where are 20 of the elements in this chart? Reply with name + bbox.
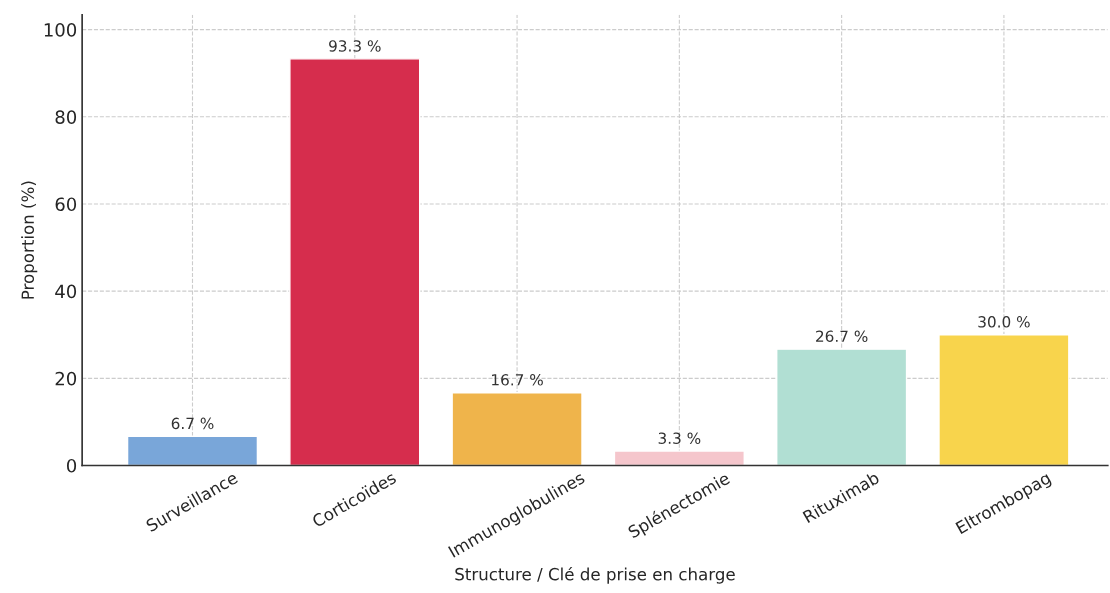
y-tick-label: 60 [55, 197, 77, 212]
y-tick-label: 100 [44, 23, 77, 37]
bar [613, 450, 745, 466]
y-tick-label: 80 [55, 110, 77, 124]
data-label: 6.7 % [171, 417, 214, 430]
data-label: 93.3 % [329, 40, 381, 52]
y-tick-label: 40 [55, 284, 77, 299]
bar [289, 58, 421, 466]
x-axis-title: Structure / Clé de prise en charge [455, 566, 735, 584]
bar [776, 348, 908, 466]
data-label: 30.0 % [978, 316, 1030, 328]
bar [938, 334, 1070, 466]
data-label: 16.7 % [492, 374, 543, 386]
y-tick-label: 0 [66, 458, 77, 473]
bar [126, 435, 259, 466]
y-tick-label: 20 [55, 371, 77, 386]
y-axis-title: Proportion (%) [21, 181, 38, 299]
data-label: 26.7 % [816, 330, 868, 342]
bar [451, 392, 583, 466]
data-label: 3.3 % [658, 432, 701, 444]
